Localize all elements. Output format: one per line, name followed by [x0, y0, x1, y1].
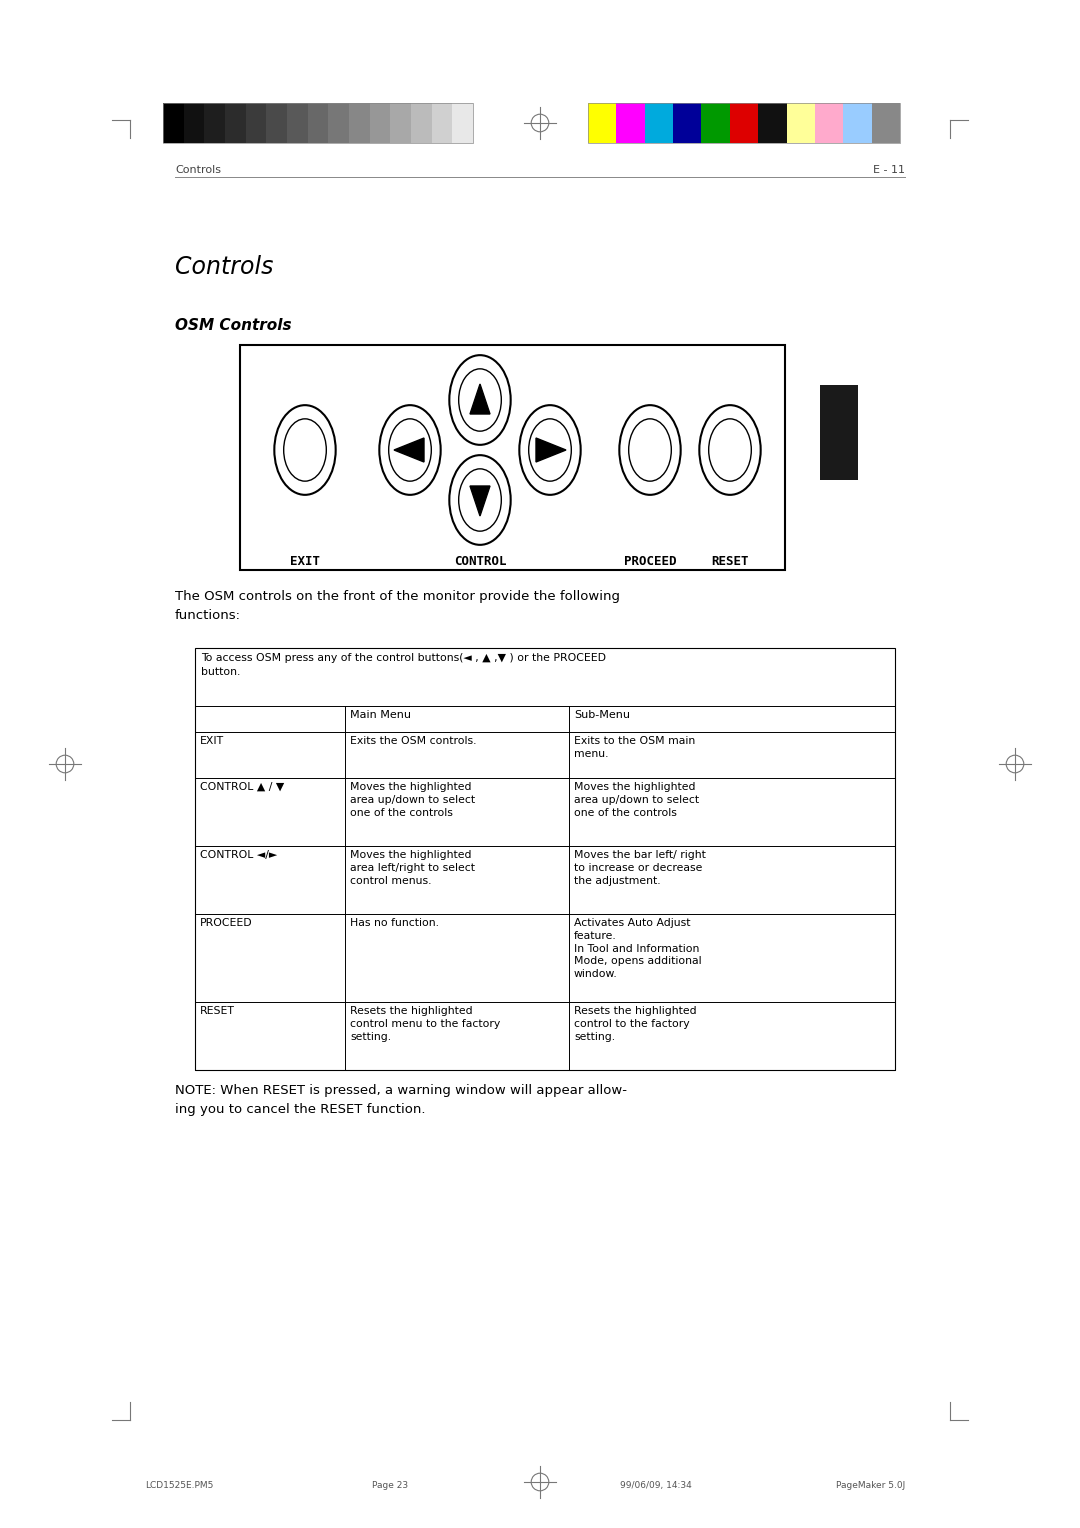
Bar: [453, 102, 473, 144]
Text: Sub-Menu: Sub-Menu: [573, 711, 630, 720]
Bar: [617, 102, 645, 144]
Bar: [820, 385, 858, 480]
Text: PageMaker 5.0J: PageMaker 5.0J: [836, 1481, 905, 1490]
Bar: [163, 102, 473, 144]
Text: CONTROL ▲ / ▼: CONTROL ▲ / ▼: [200, 782, 284, 792]
Bar: [673, 102, 701, 144]
Ellipse shape: [629, 419, 672, 481]
Bar: [645, 102, 673, 144]
Bar: [225, 102, 245, 144]
Text: Page 23: Page 23: [372, 1481, 408, 1490]
Ellipse shape: [389, 419, 431, 481]
Ellipse shape: [519, 405, 581, 495]
Ellipse shape: [459, 469, 501, 532]
Text: CONTROL ◄/►: CONTROL ◄/►: [200, 850, 278, 860]
Text: EXIT: EXIT: [291, 555, 320, 568]
Bar: [815, 102, 843, 144]
Text: Exits the OSM controls.: Exits the OSM controls.: [350, 736, 476, 746]
Bar: [349, 102, 369, 144]
Text: RESET: RESET: [712, 555, 748, 568]
Text: EXIT: EXIT: [200, 736, 225, 746]
Bar: [267, 102, 287, 144]
Text: Controls: Controls: [175, 165, 221, 176]
Bar: [432, 102, 453, 144]
Bar: [843, 102, 872, 144]
Ellipse shape: [529, 419, 571, 481]
Text: PROCEED: PROCEED: [624, 555, 676, 568]
Text: Exits to the OSM main
menu.: Exits to the OSM main menu.: [573, 736, 696, 759]
Bar: [588, 102, 617, 144]
Ellipse shape: [379, 405, 441, 495]
Text: LCD1525E.PM5: LCD1525E.PM5: [145, 1481, 214, 1490]
Bar: [730, 102, 758, 144]
Polygon shape: [536, 439, 566, 461]
Bar: [195, 648, 895, 1070]
Ellipse shape: [459, 368, 501, 431]
Ellipse shape: [700, 405, 760, 495]
Text: The OSM controls on the front of the monitor provide the following
functions:: The OSM controls on the front of the mon…: [175, 590, 620, 622]
Ellipse shape: [284, 419, 326, 481]
Bar: [308, 102, 328, 144]
Text: PROCEED: PROCEED: [200, 918, 253, 927]
Text: Has no function.: Has no function.: [350, 918, 438, 927]
Text: Moves the bar left/ right
to increase or decrease
the adjustment.: Moves the bar left/ right to increase or…: [573, 850, 706, 886]
Text: Activates Auto Adjust
feature.
In Tool and Information
Mode, opens additional
wi: Activates Auto Adjust feature. In Tool a…: [573, 918, 702, 979]
Bar: [390, 102, 411, 144]
Bar: [588, 102, 900, 144]
Text: Controls: Controls: [175, 255, 273, 280]
Text: Moves the highlighted
area left/right to select
control menus.: Moves the highlighted area left/right to…: [350, 850, 475, 886]
Bar: [701, 102, 730, 144]
Ellipse shape: [708, 419, 752, 481]
Ellipse shape: [274, 405, 336, 495]
Bar: [184, 102, 204, 144]
Bar: [328, 102, 349, 144]
Text: Resets the highlighted
control to the factory
setting.: Resets the highlighted control to the fa…: [573, 1005, 697, 1042]
Text: RESET: RESET: [200, 1005, 234, 1016]
Bar: [163, 102, 184, 144]
Text: Main Menu: Main Menu: [350, 711, 411, 720]
Polygon shape: [470, 384, 490, 414]
Bar: [369, 102, 390, 144]
Bar: [204, 102, 225, 144]
Ellipse shape: [449, 455, 511, 545]
Text: To access OSM press any of the control buttons(◄ , ▲ ,▼ ) or the PROCEED
button.: To access OSM press any of the control b…: [201, 652, 606, 677]
Bar: [411, 102, 432, 144]
Bar: [786, 102, 815, 144]
Polygon shape: [394, 439, 424, 461]
Text: Moves the highlighted
area up/down to select
one of the controls: Moves the highlighted area up/down to se…: [573, 782, 699, 817]
Text: NOTE: When RESET is pressed, a warning window will appear allow-
ing you to canc: NOTE: When RESET is pressed, a warning w…: [175, 1083, 627, 1115]
Polygon shape: [470, 486, 490, 516]
Text: OSM Controls: OSM Controls: [175, 318, 292, 333]
Text: CONTROL: CONTROL: [454, 555, 507, 568]
Bar: [240, 345, 785, 570]
Text: Moves the highlighted
area up/down to select
one of the controls: Moves the highlighted area up/down to se…: [350, 782, 475, 817]
Text: 99/06/09, 14:34: 99/06/09, 14:34: [620, 1481, 692, 1490]
Bar: [872, 102, 900, 144]
Text: Resets the highlighted
control menu to the factory
setting.: Resets the highlighted control menu to t…: [350, 1005, 500, 1042]
Ellipse shape: [619, 405, 680, 495]
Ellipse shape: [449, 354, 511, 445]
Bar: [245, 102, 267, 144]
Bar: [758, 102, 786, 144]
Text: E - 11: E - 11: [873, 165, 905, 176]
Bar: [287, 102, 308, 144]
